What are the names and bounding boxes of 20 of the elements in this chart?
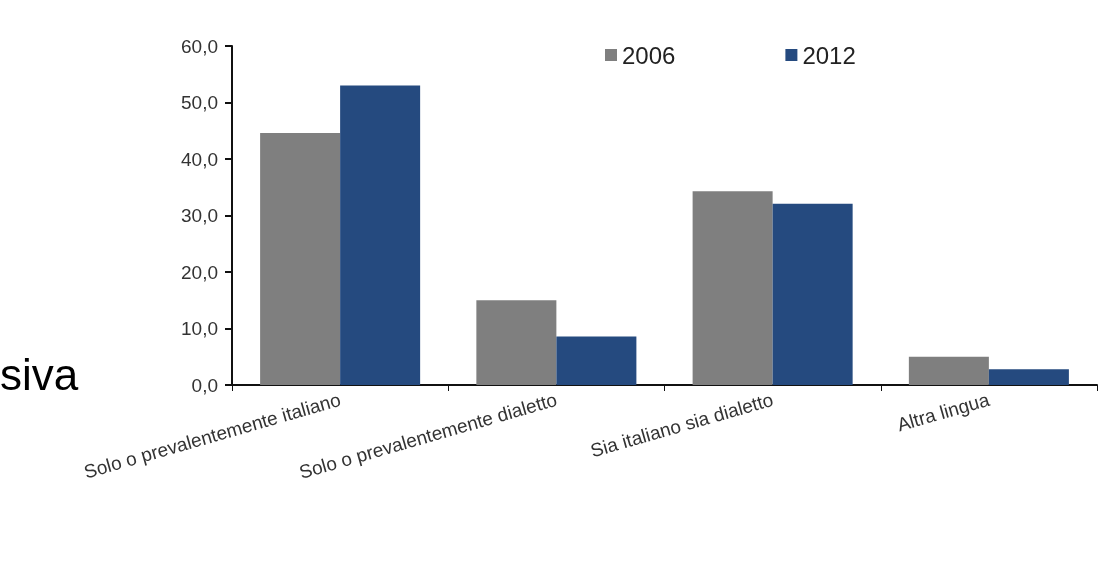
y-tick-label: 10,0 — [181, 318, 218, 339]
legend-label: 2006 — [622, 41, 676, 69]
y-tick-label: 40,0 — [181, 148, 218, 170]
legend-label: 2012 — [802, 41, 856, 69]
bar — [772, 203, 853, 385]
bar — [908, 356, 989, 385]
y-tick-label: 20,0 — [181, 261, 218, 283]
bar — [260, 133, 341, 385]
bar — [340, 85, 421, 385]
y-tick-label: 60,0 — [181, 35, 218, 57]
x-tick-label: Sia italiano sia dialetto — [588, 388, 776, 462]
x-tick-label: Altra lingua — [894, 388, 993, 436]
bar — [476, 300, 557, 385]
y-tick-label: 0,0 — [191, 374, 218, 396]
text: siva — [0, 349, 79, 399]
bar — [556, 336, 637, 385]
y-tick-label: 50,0 — [181, 92, 218, 113]
bar — [692, 191, 773, 385]
y-tick-label: 30,0 — [181, 205, 218, 226]
bar — [988, 369, 1069, 385]
